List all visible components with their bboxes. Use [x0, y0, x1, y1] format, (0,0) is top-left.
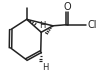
Text: H: H — [42, 63, 49, 72]
Text: H: H — [39, 21, 45, 30]
Text: Cl: Cl — [87, 20, 97, 30]
Text: O: O — [64, 2, 71, 12]
